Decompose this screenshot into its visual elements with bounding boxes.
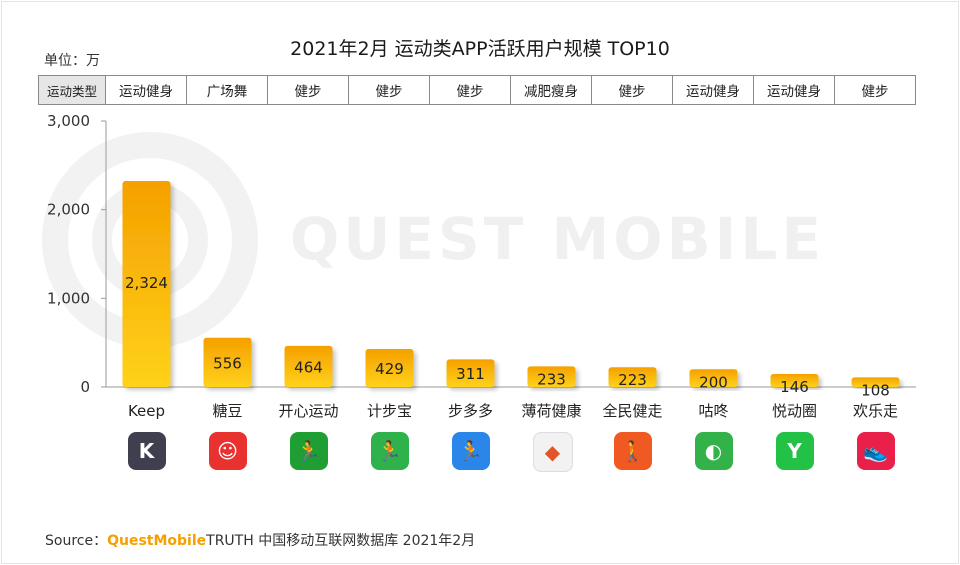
sport-type-cell: 运动健身	[105, 75, 187, 105]
bar	[851, 377, 900, 387]
sport-type-row: 运动类型 运动健身 广场舞 健步 健步 健步 减肥瘦身 健步 运动健身 运动健身…	[38, 75, 916, 105]
sport-type-cell: 广场舞	[186, 75, 268, 105]
sport-type-cell: 运动健身	[672, 75, 754, 105]
bar-value-label: 233	[537, 370, 566, 388]
y-tick-label: 3,000	[47, 112, 90, 130]
bar-value-label: 108	[861, 381, 890, 399]
source-prefix: Source：	[45, 533, 108, 549]
source-rest: TRUTH 中国移动互联网数据库 2021年2月	[206, 533, 476, 549]
bar	[122, 180, 171, 387]
sport-type-cell: 减肥瘦身	[510, 75, 592, 105]
category-label: 欢乐走	[853, 402, 898, 420]
category-label: Keep	[128, 402, 165, 420]
keep-icon: K	[127, 432, 166, 470]
bar	[203, 337, 252, 387]
buduoduo-icon: 🏃	[451, 432, 490, 470]
category-label: 开心运动	[278, 402, 338, 420]
bar	[446, 359, 495, 387]
category-label: 糖豆	[212, 402, 242, 420]
unit-label: 单位：万	[44, 53, 100, 69]
y-tick-label: 0	[80, 378, 90, 396]
category-label: 全民健走	[602, 402, 662, 420]
kaixin-icon: 🏃	[289, 432, 328, 470]
yuedong-icon: Y	[775, 432, 814, 470]
category-label: 计步宝	[367, 402, 412, 420]
bar-value-label: 200	[699, 373, 728, 391]
source-brand: QuestMobile	[107, 533, 207, 549]
bar	[608, 367, 657, 387]
bar-value-label: 464	[294, 358, 323, 376]
jibubao-icon: 🏃	[370, 432, 409, 470]
gudong-icon: ◐	[694, 432, 733, 470]
chart-title: 2021年2月 运动类APP活跃用户规模 TOP10	[290, 38, 670, 60]
sport-type-table: 运动类型 运动健身 广场舞 健步 健步 健步 减肥瘦身 健步 运动健身 运动健身…	[38, 75, 916, 105]
sport-type-cell: 运动健身	[753, 75, 835, 105]
bar-value-label: 146	[780, 378, 809, 396]
y-tick-label: 1,000	[47, 289, 90, 307]
y-tick-label: 2,000	[47, 201, 90, 219]
category-label: 悦动圈	[772, 402, 817, 420]
category-label: 薄荷健康	[521, 402, 581, 420]
bar-value-label: 2,324	[125, 274, 168, 292]
bohe-icon: ◆	[532, 432, 573, 472]
bar	[365, 348, 414, 387]
bar	[689, 369, 738, 387]
quanmin-icon: 🚶	[613, 432, 652, 470]
sport-type-cell: 健步	[429, 75, 511, 105]
bar	[284, 345, 333, 387]
sport-type-cell: 健步	[267, 75, 349, 105]
sport-type-cell: 健步	[834, 75, 916, 105]
category-label: 步多多	[448, 402, 493, 420]
huanle-icon: 👟	[856, 432, 895, 470]
tangdou-icon: ☺	[208, 432, 247, 470]
category-label: 咕咚	[698, 402, 728, 420]
bar-value-label: 556	[213, 354, 242, 372]
bar	[770, 374, 819, 387]
bar-value-label: 223	[618, 371, 647, 389]
bar-value-label: 429	[375, 360, 404, 378]
source-note: Source：QuestMobileTRUTH 中国移动互联网数据库 2021年…	[45, 530, 475, 550]
bar-value-label: 311	[456, 365, 485, 383]
bar	[527, 366, 576, 387]
sport-type-cell: 健步	[591, 75, 673, 105]
